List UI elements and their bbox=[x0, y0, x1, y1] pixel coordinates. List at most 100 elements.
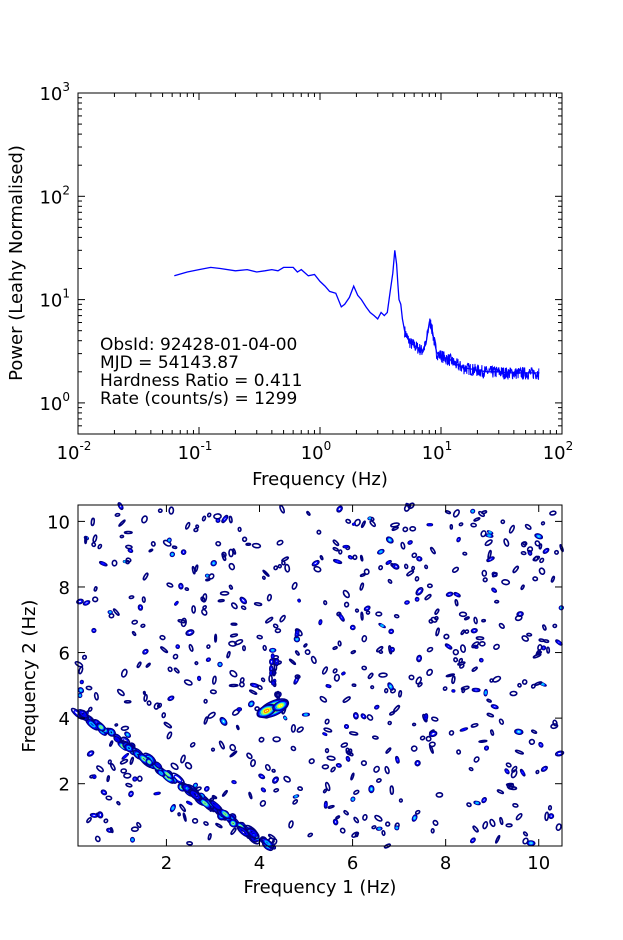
contour-blob-inner bbox=[395, 826, 399, 830]
contour-blob bbox=[458, 611, 468, 618]
contour-blob-inner bbox=[505, 769, 509, 774]
contour-blob bbox=[510, 769, 518, 779]
contour-blob bbox=[184, 587, 190, 592]
contour-blob-inner bbox=[114, 737, 120, 742]
contour-blob bbox=[443, 633, 450, 640]
contour-blob bbox=[335, 815, 341, 820]
contour-blob bbox=[188, 788, 203, 802]
contour-blob bbox=[310, 655, 317, 665]
contour-blob-inner bbox=[239, 828, 248, 836]
contour-blob bbox=[509, 690, 518, 697]
contour-blob bbox=[365, 610, 371, 615]
contour-blob-inner bbox=[413, 816, 417, 820]
contour-blob-inner bbox=[388, 683, 394, 690]
contour-blob-inner bbox=[297, 599, 301, 602]
power-spectrum-x-tick-label: 10-2 bbox=[57, 439, 92, 464]
contour-blob-inner bbox=[417, 556, 422, 561]
contour-blob-inner bbox=[361, 714, 366, 719]
contour-blob bbox=[173, 667, 180, 674]
contour-blob bbox=[136, 661, 142, 669]
contour-blob bbox=[410, 745, 418, 752]
contour-blob bbox=[248, 689, 258, 695]
contour-blob bbox=[237, 526, 242, 533]
contour-blob bbox=[241, 645, 247, 652]
tick-label-exponent: -1 bbox=[200, 439, 212, 453]
contour-blob bbox=[371, 735, 379, 740]
tick-label-base: 10 bbox=[301, 443, 324, 464]
power-spectrum-y-tick-label: 103 bbox=[39, 80, 70, 105]
contour-blob bbox=[118, 519, 126, 527]
contour-blob bbox=[182, 812, 187, 822]
contour-blob-inner bbox=[171, 806, 175, 811]
contour-blob bbox=[203, 821, 209, 826]
contour-blob-inner bbox=[283, 716, 287, 720]
contour-blob bbox=[180, 754, 186, 764]
contour-blob-inner bbox=[319, 620, 322, 625]
contour-blob-inner bbox=[218, 663, 222, 666]
contour-blob bbox=[487, 549, 492, 560]
contour-blob bbox=[429, 744, 434, 754]
contour-blob bbox=[166, 582, 174, 588]
contour-blob bbox=[114, 723, 119, 727]
contour-blob bbox=[430, 716, 439, 722]
contour-blob bbox=[494, 834, 501, 844]
contour-blob bbox=[517, 682, 522, 688]
contour-blob bbox=[128, 595, 135, 600]
tick-label-base: 10 bbox=[422, 443, 445, 464]
contour-blob-inner bbox=[133, 777, 137, 781]
contour-blob bbox=[136, 775, 143, 782]
contour-blob bbox=[496, 789, 505, 795]
contour-blob bbox=[77, 709, 89, 719]
contour-blob bbox=[153, 761, 163, 770]
contour-blob bbox=[548, 813, 555, 820]
contour-blob bbox=[361, 635, 368, 643]
contour-blob-inner bbox=[205, 574, 209, 577]
contour-blob bbox=[330, 766, 336, 773]
contour-blob bbox=[146, 700, 152, 706]
contour-blob bbox=[481, 510, 488, 515]
contour-blob bbox=[521, 635, 530, 642]
contour-blob bbox=[239, 596, 248, 605]
contour-blob bbox=[262, 569, 270, 577]
contour-blob-inner bbox=[389, 629, 394, 634]
contour-blob bbox=[259, 799, 267, 807]
contour-blob-inner bbox=[168, 696, 174, 701]
contour-blob bbox=[374, 814, 383, 822]
contour-blob-inner bbox=[343, 545, 348, 548]
contour-blob bbox=[290, 745, 297, 752]
contour-blob-inner bbox=[271, 654, 275, 659]
contour-blob bbox=[137, 604, 144, 611]
contour-blob bbox=[294, 628, 300, 639]
contour-blob bbox=[323, 600, 328, 606]
contour-blob bbox=[297, 786, 304, 792]
contour-blob bbox=[228, 562, 236, 571]
contour-blob bbox=[484, 539, 493, 547]
contour-blob bbox=[350, 649, 357, 655]
contour-blob bbox=[471, 641, 480, 649]
power-spectrum-noise-trace bbox=[404, 318, 540, 381]
contour-blob bbox=[521, 679, 528, 685]
contour-blob-inner bbox=[167, 538, 171, 542]
contour-blob bbox=[143, 693, 148, 702]
contour-blob bbox=[323, 727, 333, 733]
contour-blob bbox=[494, 599, 500, 604]
contour-blob-inner bbox=[78, 694, 82, 697]
contour-blob-inner bbox=[155, 762, 161, 768]
contour-blob-inner bbox=[323, 732, 327, 736]
contour-blob bbox=[351, 683, 357, 688]
contour-blob bbox=[148, 548, 154, 553]
contour-blob bbox=[97, 543, 103, 550]
contour-blob-inner bbox=[303, 713, 308, 716]
contour-blob bbox=[470, 628, 478, 634]
contour-blob bbox=[203, 786, 210, 792]
contour-blob bbox=[260, 677, 266, 683]
contour-blob bbox=[132, 776, 138, 782]
contour-blob bbox=[514, 728, 524, 735]
contour-blob-inner bbox=[240, 598, 246, 603]
contour-blob bbox=[261, 837, 275, 849]
contour-blob bbox=[201, 515, 207, 522]
contour-blob bbox=[435, 627, 440, 637]
contour-blob-inner bbox=[275, 659, 279, 665]
contour-blob-inner bbox=[212, 561, 216, 565]
contour-blob bbox=[240, 605, 247, 611]
